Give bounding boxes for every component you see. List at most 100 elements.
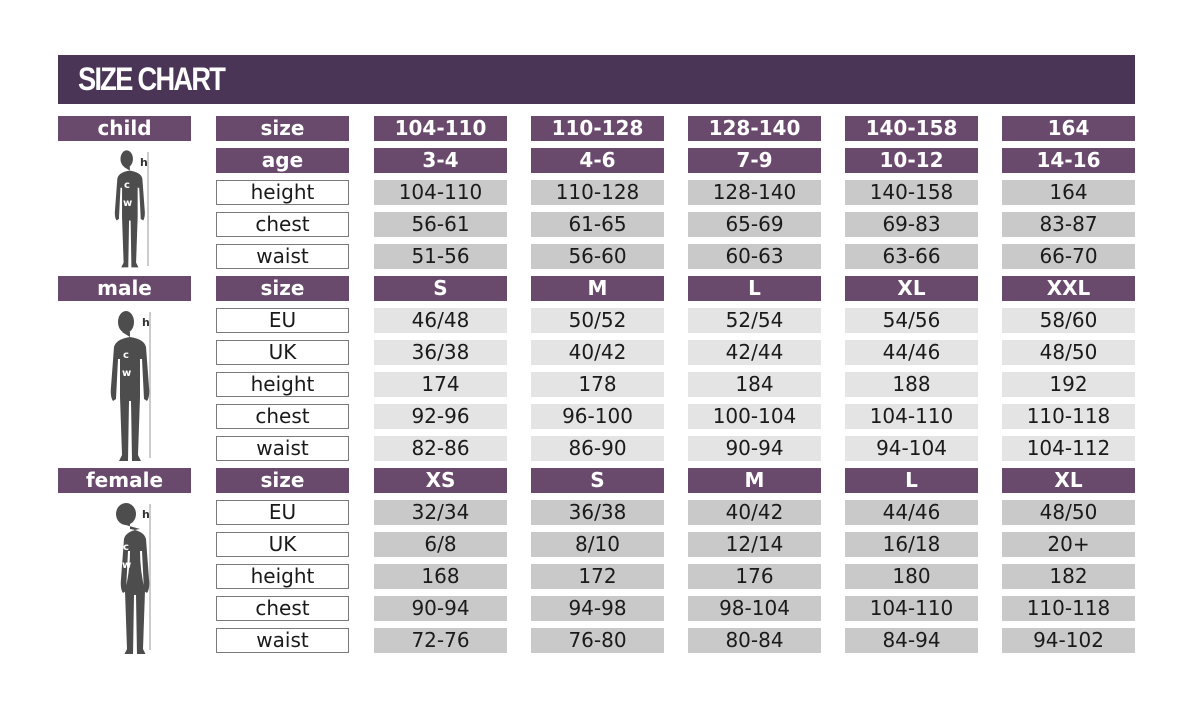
value-cell: 94-98 (531, 596, 664, 621)
value-cell: 94-102 (1002, 628, 1135, 653)
value-cell: 110-118 (1002, 404, 1135, 429)
value-cell: 184 (688, 372, 821, 397)
svg-text:w: w (122, 560, 131, 571)
value-cell: 96-100 (531, 404, 664, 429)
column-header: XS (374, 468, 507, 493)
value-cell: 66-70 (1002, 244, 1135, 269)
column-header: 128-140 (688, 116, 821, 141)
value-cell: 100-104 (688, 404, 821, 429)
value-cell: 188 (845, 372, 978, 397)
row-label-waist: waist (216, 436, 349, 461)
row-label-waist: waist (216, 244, 349, 269)
value-cell: 174 (374, 372, 507, 397)
column-header: S (374, 276, 507, 301)
value-cell: 40/42 (688, 500, 821, 525)
value-cell: 92-96 (374, 404, 507, 429)
column-header: XL (845, 276, 978, 301)
value-cell: 72-76 (374, 628, 507, 653)
value-cell: 51-56 (374, 244, 507, 269)
svg-text:h: h (140, 156, 148, 169)
svg-text:h: h (142, 316, 150, 329)
value-cell: 60-63 (688, 244, 821, 269)
value-cell: 192 (1002, 372, 1135, 397)
value-cell: 20+ (1002, 532, 1135, 557)
value-cell: 36/38 (374, 340, 507, 365)
value-cell: 164 (1002, 180, 1135, 205)
column-header: 10-12 (845, 148, 978, 173)
row-label-size: size (216, 468, 349, 493)
row-label-height: height (216, 180, 349, 205)
column-header: 3-4 (374, 148, 507, 173)
svg-text:w: w (122, 368, 131, 379)
value-cell: 182 (1002, 564, 1135, 589)
row-label-age: age (216, 148, 349, 173)
column-header: XXL (1002, 276, 1135, 301)
value-cell: 63-66 (845, 244, 978, 269)
title-bar: SIZE CHART (58, 55, 1135, 104)
value-cell: 46/48 (374, 308, 507, 333)
value-cell: 56-61 (374, 212, 507, 237)
row-label-eu: EU (216, 308, 349, 333)
column-header: L (688, 276, 821, 301)
section-label-male: male (58, 276, 191, 301)
value-cell: 6/8 (374, 532, 507, 557)
svg-text:c: c (123, 350, 129, 361)
value-cell: 42/44 (688, 340, 821, 365)
row-label-waist: waist (216, 628, 349, 653)
svg-text:h: h (142, 508, 150, 521)
row-label-size: size (216, 116, 349, 141)
value-cell: 94-104 (845, 436, 978, 461)
value-cell: 32/34 (374, 500, 507, 525)
column-header: XL (1002, 468, 1135, 493)
value-cell: 69-83 (845, 212, 978, 237)
column-header: 140-158 (845, 116, 978, 141)
value-cell: 40/42 (531, 340, 664, 365)
value-cell: 104-112 (1002, 436, 1135, 461)
value-cell: 44/46 (845, 340, 978, 365)
value-cell: 104-110 (845, 404, 978, 429)
value-cell: 84-94 (845, 628, 978, 653)
row-label-size: size (216, 276, 349, 301)
value-cell: 61-65 (531, 212, 664, 237)
value-cell: 65-69 (688, 212, 821, 237)
value-cell: 48/50 (1002, 340, 1135, 365)
value-cell: 58/60 (1002, 308, 1135, 333)
value-cell: 104-110 (845, 596, 978, 621)
row-label-height: height (216, 372, 349, 397)
row-label-chest: chest (216, 404, 349, 429)
value-cell: 110-118 (1002, 596, 1135, 621)
value-cell: 52/54 (688, 308, 821, 333)
column-header: 4-6 (531, 148, 664, 173)
child-silhouette-icon: h c w (102, 148, 172, 274)
row-label-height: height (216, 564, 349, 589)
value-cell: 82-86 (374, 436, 507, 461)
value-cell: 110-128 (531, 180, 664, 205)
column-header: L (845, 468, 978, 493)
value-cell: 140-158 (845, 180, 978, 205)
row-label-chest: chest (216, 596, 349, 621)
value-cell: 44/46 (845, 500, 978, 525)
column-header: M (531, 276, 664, 301)
value-cell: 90-94 (374, 596, 507, 621)
section-label-female: female (58, 468, 191, 493)
value-cell: 104-110 (374, 180, 507, 205)
page-title: SIZE CHART (78, 61, 226, 97)
column-header: 164 (1002, 116, 1135, 141)
female-silhouette-icon: h c w (102, 500, 172, 658)
row-label-chest: chest (216, 212, 349, 237)
value-cell: 8/10 (531, 532, 664, 557)
column-header: M (688, 468, 821, 493)
value-cell: 178 (531, 372, 664, 397)
value-cell: 36/38 (531, 500, 664, 525)
value-cell: 180 (845, 564, 978, 589)
value-cell: 80-84 (688, 628, 821, 653)
value-cell: 54/56 (845, 308, 978, 333)
row-label-uk: UK (216, 532, 349, 557)
value-cell: 128-140 (688, 180, 821, 205)
value-cell: 56-60 (531, 244, 664, 269)
male-silhouette-icon: h c w (102, 308, 172, 466)
row-label-eu: EU (216, 500, 349, 525)
value-cell: 50/52 (531, 308, 664, 333)
svg-text:c: c (124, 180, 130, 191)
